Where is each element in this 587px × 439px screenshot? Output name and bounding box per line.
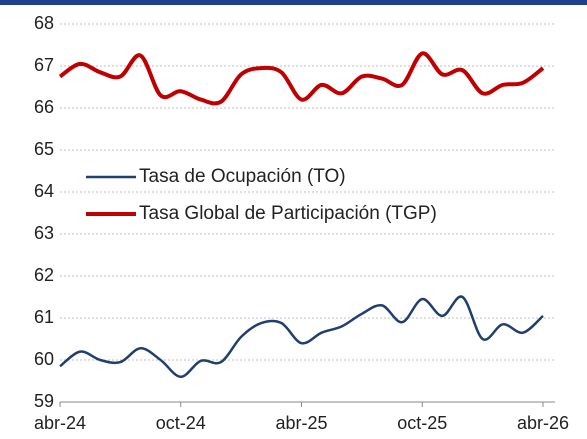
series-line (58, 51, 545, 106)
y-tick-label: 59 (34, 391, 54, 411)
y-tick-label: 62 (34, 265, 54, 285)
x-tick-label: abr-25 (275, 413, 327, 433)
x-tick-label: abr-26 (517, 413, 569, 433)
y-tick-label: 68 (34, 13, 54, 33)
y-tick-label: 67 (34, 55, 54, 75)
top-band (0, 0, 587, 5)
y-tick-label: 64 (34, 181, 54, 201)
x-tick-label: oct-24 (156, 413, 206, 433)
y-tick-label: 61 (34, 307, 54, 327)
y-tick-label: 60 (34, 349, 54, 369)
y-tick-label: 65 (34, 139, 54, 159)
legend-label: Tasa Global de Participación (TGP) (139, 203, 437, 224)
series-line (59, 295, 544, 379)
x-tick-label: abr-24 (34, 413, 86, 433)
legend-label: Tasa de Ocupación (TO) (139, 166, 346, 187)
y-tick-label: 63 (34, 223, 54, 243)
x-tick-label: oct-25 (397, 413, 447, 433)
y-tick-label: 66 (34, 97, 54, 117)
